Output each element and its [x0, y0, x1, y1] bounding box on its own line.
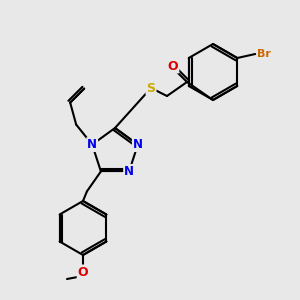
- Text: O: O: [168, 59, 178, 73]
- Text: S: S: [146, 82, 155, 94]
- Text: N: N: [87, 138, 97, 151]
- Text: O: O: [78, 266, 88, 278]
- Text: Br: Br: [257, 49, 271, 59]
- Text: N: N: [133, 138, 143, 151]
- Text: N: N: [124, 165, 134, 178]
